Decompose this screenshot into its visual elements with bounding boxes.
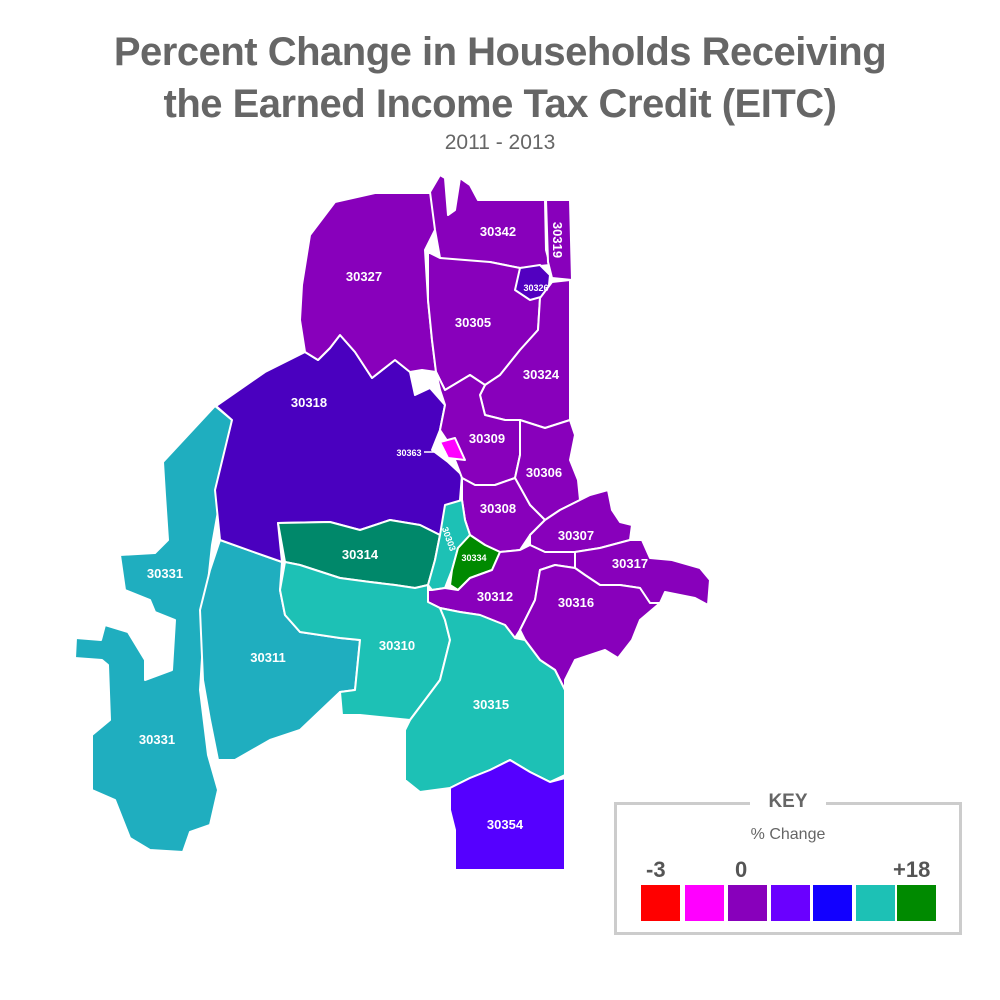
zip-label-30317: 30317 xyxy=(612,556,648,571)
legend-swatch-7 xyxy=(897,885,936,921)
legend-swatch-3 xyxy=(728,885,767,921)
zip-region-30342[interactable] xyxy=(429,174,551,269)
zip-label-30327: 30327 xyxy=(346,269,382,284)
zip-region-30354[interactable] xyxy=(449,759,566,871)
zip-label-30331-north: 30331 xyxy=(147,566,183,581)
map-title: Percent Change in Households Receiving t… xyxy=(0,26,1000,130)
zip-label-30312: 30312 xyxy=(477,589,513,604)
zip-label-30319: 30319 xyxy=(550,222,565,258)
legend-subtitle: % Change xyxy=(750,826,826,843)
zip-label-30308: 30308 xyxy=(480,501,516,516)
legend-min-label: -3 xyxy=(646,857,666,882)
zip-label-30315: 30315 xyxy=(473,697,509,712)
legend-title: KEY xyxy=(750,791,826,813)
zip-label-30305: 30305 xyxy=(455,315,491,330)
title-line-2: the Earned Income Tax Credit (EITC) xyxy=(163,82,838,126)
zip-label-30326: 30326 xyxy=(523,283,548,293)
map-subtitle: 2011 - 2013 xyxy=(444,131,556,154)
legend-swatch-5 xyxy=(813,885,852,921)
zip-label-30314: 30314 xyxy=(342,547,379,562)
title-line-1: Percent Change in Households Receiving xyxy=(113,30,887,74)
zip-label-30307: 30307 xyxy=(558,528,594,543)
zip-label-30354: 30354 xyxy=(487,817,524,832)
legend-zero-label: 0 xyxy=(735,857,748,882)
zip-region-30319[interactable] xyxy=(545,199,573,281)
zip-region-30303[interactable] xyxy=(427,499,471,591)
zip-label-30324: 30324 xyxy=(523,367,560,382)
legend-swatch-6 xyxy=(856,885,895,921)
zip-label-30310: 30310 xyxy=(379,638,415,653)
zip-label-30318: 30318 xyxy=(291,395,327,410)
zip-label-30309: 30309 xyxy=(469,431,505,446)
zip-label-30331-south: 30331 xyxy=(139,732,175,747)
legend-max-label: +18 xyxy=(893,857,931,882)
zip-label-30342: 30342 xyxy=(480,224,516,239)
zip-label-30363: 30363 xyxy=(396,448,421,458)
legend-swatch-1 xyxy=(641,885,680,921)
zip-label-30316: 30316 xyxy=(558,595,594,610)
legend-swatch-2 xyxy=(685,885,724,921)
zip-region-30331[interactable] xyxy=(74,405,233,853)
legend-swatch-4 xyxy=(771,885,810,921)
zip-label-30334: 30334 xyxy=(461,553,486,563)
zip-label-30311: 30311 xyxy=(250,650,285,665)
zip-label-30306: 30306 xyxy=(526,465,562,480)
